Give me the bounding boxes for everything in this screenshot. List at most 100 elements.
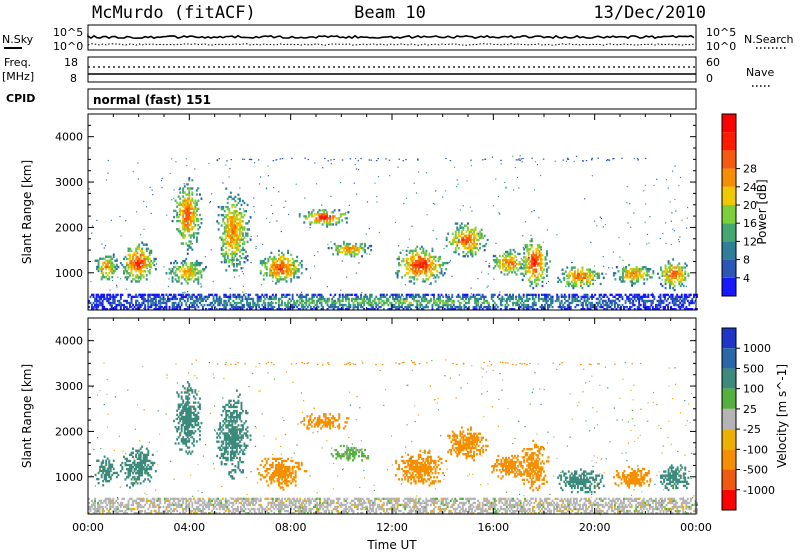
- echo-cell: [141, 270, 144, 273]
- echo-cell: [457, 232, 460, 235]
- echo-cell: [638, 274, 641, 277]
- nsky-label: N.Sky: [2, 33, 34, 46]
- echo-cell: [225, 205, 228, 209]
- echo-cell: [463, 238, 466, 242]
- echo-cell: [539, 264, 542, 267]
- echo-cell: [230, 303, 233, 307]
- echo-cell: [129, 247, 131, 250]
- echo-cell: [276, 263, 279, 267]
- echo-cell: [176, 428, 179, 431]
- echo-cell: [133, 305, 136, 309]
- echo-cell: [503, 269, 506, 272]
- echo-cell: [201, 285, 203, 287]
- echo-cell: [547, 295, 549, 299]
- echo-cell: [255, 293, 258, 297]
- echo-cell: [103, 455, 106, 458]
- echo-cell: [103, 308, 106, 311]
- echo-cell: [232, 265, 235, 268]
- echo-cell: [129, 257, 131, 261]
- echo-cell: [659, 293, 662, 297]
- echo-cell: [306, 299, 309, 303]
- echo-cell: [669, 201, 671, 203]
- echo-cell: [180, 297, 183, 301]
- echo-cell: [541, 262, 544, 265]
- echo-cell: [311, 297, 314, 301]
- echo-cell: [176, 303, 179, 307]
- echo-cell: [673, 301, 676, 305]
- echo-cell: [480, 295, 483, 299]
- echo-cell: [174, 278, 177, 281]
- echo-cell: [185, 303, 188, 307]
- colorbar-swatch: [722, 205, 736, 224]
- echo-cell: [684, 270, 687, 273]
- echo-cell: [622, 270, 624, 273]
- echo-cell: [658, 303, 660, 307]
- echo-cell: [470, 240, 472, 244]
- echo-cell: [670, 280, 673, 284]
- echo-cell: [633, 297, 636, 301]
- echo-cell: [174, 442, 177, 445]
- echo-cell: [102, 273, 105, 277]
- echo-cell: [191, 215, 194, 219]
- echo-cell: [583, 297, 586, 301]
- echo-cell: [91, 303, 93, 307]
- echo-cell: [411, 297, 414, 301]
- echo-cell: [144, 266, 147, 269]
- echo-cell: [144, 270, 147, 273]
- nsky-trace: [87, 34, 695, 46]
- echo-cell: [369, 253, 371, 255]
- echo-cell: [480, 232, 483, 235]
- echo-cell: [228, 259, 231, 262]
- echo-cell: [607, 299, 610, 303]
- echo-cell: [223, 299, 226, 303]
- echo-cell: [629, 243, 631, 245]
- echo-cell: [671, 299, 674, 303]
- echo-cell: [232, 224, 235, 227]
- echo-cell: [431, 274, 434, 277]
- echo-cell: [334, 293, 337, 297]
- echo-cell: [229, 236, 232, 239]
- echo-cell: [401, 301, 404, 305]
- echo-cell: [185, 242, 188, 245]
- echo-cell: [679, 176, 682, 179]
- echo-cell: [603, 265, 605, 267]
- echo-cell: [127, 266, 130, 269]
- echo-cell: [296, 259, 299, 263]
- echo-cell: [460, 308, 463, 311]
- echo-cell: [505, 259, 507, 262]
- echo-cell: [413, 297, 416, 301]
- echo-cell: [417, 295, 420, 299]
- echo-cell: [425, 299, 428, 303]
- echo-cell: [557, 280, 560, 284]
- echo-cell: [536, 258, 539, 261]
- echo-cell: [411, 251, 414, 255]
- echo-cell: [194, 211, 197, 215]
- echo-cell: [183, 421, 186, 425]
- echo-cell: [253, 205, 255, 208]
- echo-cell: [133, 461, 136, 465]
- echo-cell: [194, 274, 197, 277]
- echo-cell: [343, 295, 346, 299]
- echo-cell: [310, 277, 312, 279]
- echo-cell: [142, 465, 145, 469]
- echo-cell: [199, 295, 201, 299]
- echo-cell: [527, 297, 530, 301]
- echo-cell: [468, 308, 470, 311]
- echo-cell: [232, 256, 235, 260]
- echo-cell: [664, 264, 667, 267]
- echo-cell: [508, 254, 510, 258]
- echo-cell: [355, 299, 358, 303]
- echo-cell: [214, 293, 217, 297]
- echo-cell: [200, 270, 203, 273]
- echo-cell: [544, 308, 546, 311]
- colorbar-tick-label: 4: [743, 272, 750, 285]
- echo-cell: [252, 297, 255, 301]
- echo-cell: [320, 308, 323, 311]
- echo-cell: [227, 299, 230, 303]
- echo-cell: [220, 236, 223, 239]
- echo-cell: [183, 268, 186, 271]
- echo-cell: [474, 297, 477, 301]
- echo-cell: [494, 254, 497, 258]
- echo-cell: [195, 213, 198, 217]
- echo-cell: [533, 264, 536, 267]
